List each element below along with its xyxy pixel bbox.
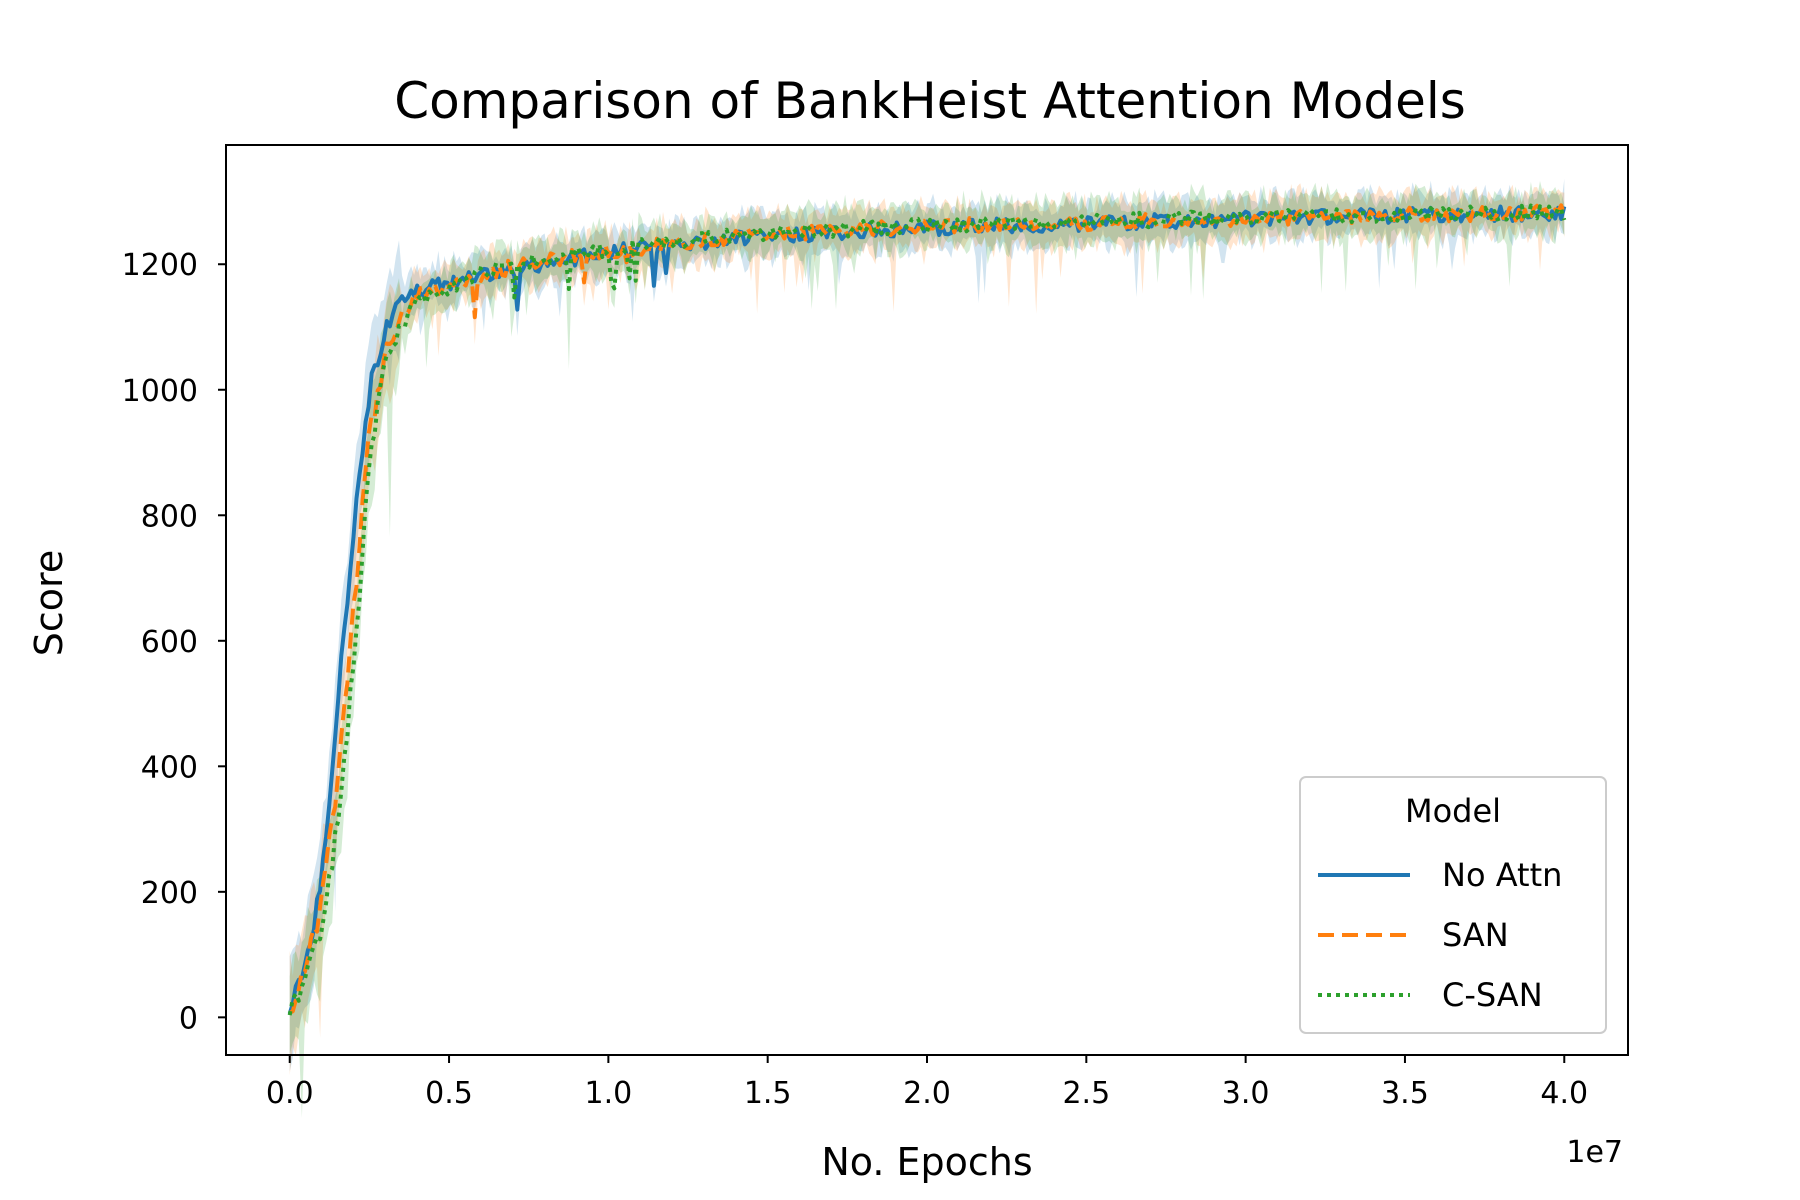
y-tick-label: 200 — [141, 876, 198, 911]
legend-label: No Attn — [1442, 856, 1562, 894]
x-tick-label: 0.0 — [266, 1076, 314, 1111]
x-tick-label: 1.0 — [585, 1076, 633, 1111]
y-tick-label: 600 — [141, 625, 198, 660]
variance-bands — [289, 178, 1565, 1118]
y-axis: 0 200 400 600 800 1000 1200 — [122, 248, 226, 1036]
x-tick-label: 3.0 — [1222, 1076, 1270, 1111]
legend-items: No Attn SAN C-SAN — [1318, 856, 1562, 1014]
x-tick-label: 2.0 — [903, 1076, 951, 1111]
y-tick-label: 1200 — [122, 248, 198, 283]
chart-title: Comparison of BankHeist Attention Models — [394, 72, 1466, 130]
legend-box — [1299, 776, 1607, 1034]
x-axis-label: No. Epochs — [821, 1140, 1032, 1184]
y-tick-label: 400 — [141, 750, 198, 785]
series-line-c-san — [287, 203, 1567, 1016]
legend-label: C-SAN — [1442, 976, 1543, 1014]
y-tick-label: 1000 — [122, 374, 198, 409]
x-tick-label: 2.5 — [1062, 1076, 1110, 1111]
y-tick-label: 0 — [179, 1001, 198, 1036]
x-tick-label: 1.5 — [744, 1076, 792, 1111]
x-tick-label: 0.5 — [425, 1076, 473, 1111]
legend: Model No Attn SAN C-SAN — [1299, 776, 1607, 1034]
x-axis: 0.0 0.5 1.0 1.5 2.0 2.5 3.0 3.5 4.0 — [266, 1055, 1588, 1111]
y-axis-label: Score — [27, 550, 71, 656]
x-axis-offset-label: 1e7 — [1566, 1135, 1623, 1170]
series-lines — [287, 203, 1567, 1016]
legend-title: Model — [1405, 792, 1501, 830]
x-tick-label: 4.0 — [1540, 1076, 1588, 1111]
x-tick-label: 3.5 — [1381, 1076, 1429, 1111]
variance-band-no-attn — [289, 178, 1565, 1072]
y-tick-label: 800 — [141, 499, 198, 534]
legend-label: SAN — [1442, 916, 1509, 954]
